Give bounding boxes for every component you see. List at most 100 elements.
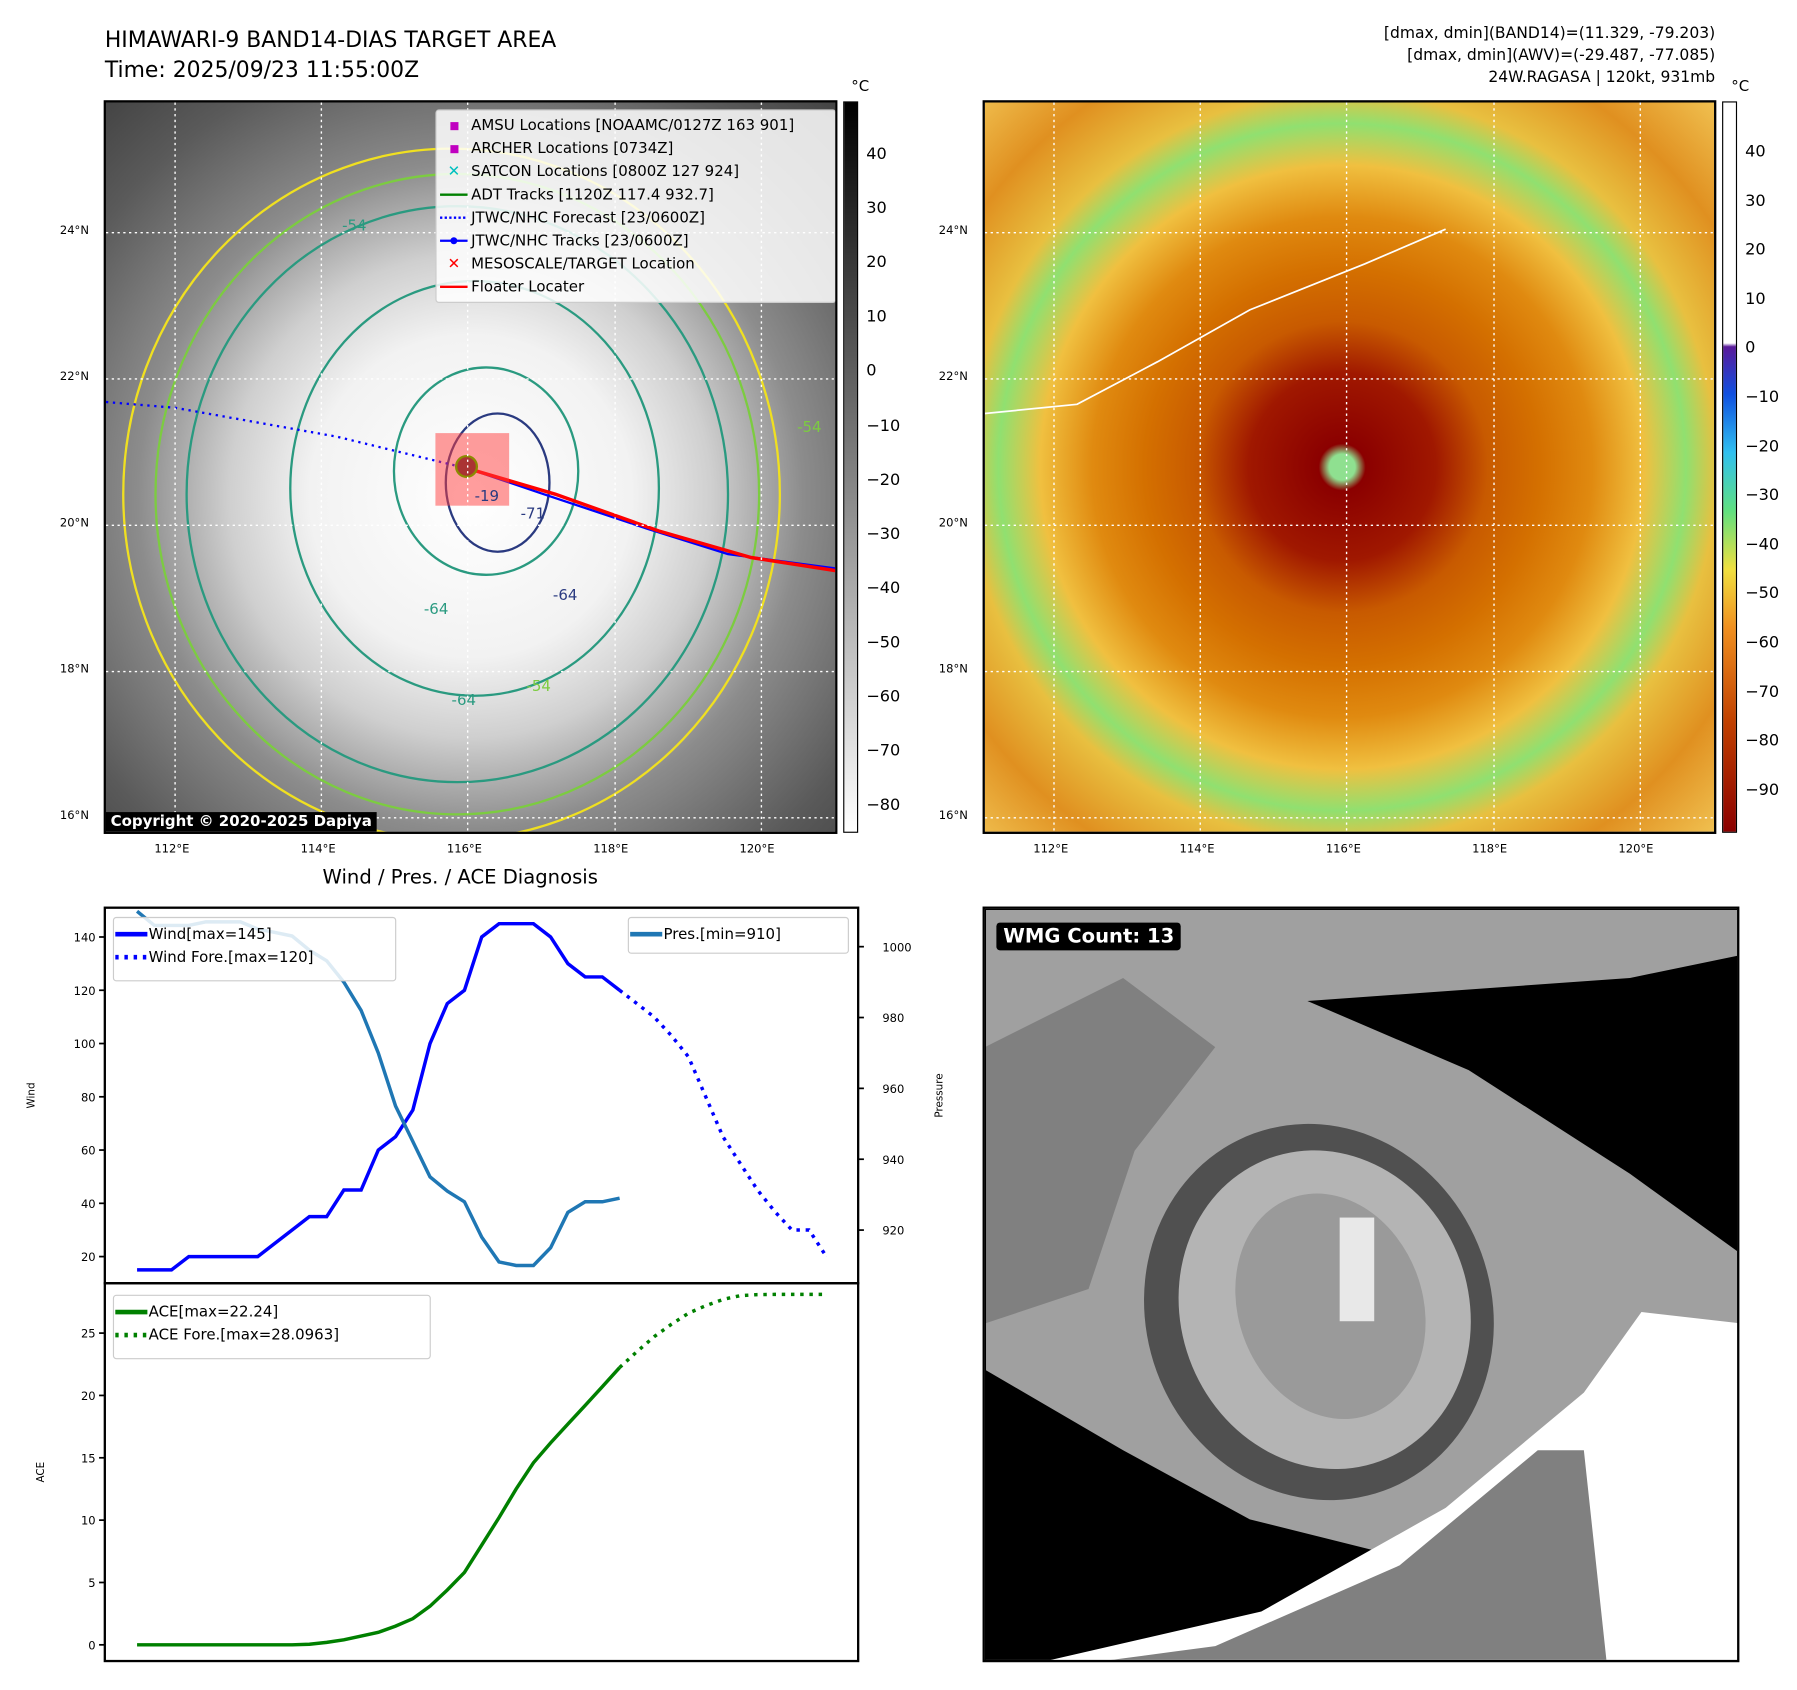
legend-wind-forecast: Wind Fore.[max=120] — [148, 948, 314, 966]
x-marker-icon: ✕ — [447, 255, 461, 273]
colorbar-tick: −60 — [866, 687, 901, 707]
y-tick-label: 15 — [81, 1451, 96, 1465]
legend-label: MESOSCALE/TARGET Location — [471, 255, 695, 273]
colorbar-tick: −40 — [866, 579, 901, 598]
y-tick-label: 10 — [81, 1514, 96, 1528]
storm-info: [dmax, dmin](BAND14)=(11.329, -79.203) [… — [1384, 23, 1715, 89]
contour-label: -54 — [526, 678, 551, 696]
legend-label: ARCHER Locations [0734Z] — [471, 139, 674, 158]
chart-axes — [103, 1282, 860, 1663]
legend-item: ✕ MESOSCALE/TARGET Location — [437, 252, 836, 275]
forecast-track — [105, 400, 470, 470]
colorbar-band14 — [843, 101, 859, 833]
wmg-count-badge: WMG Count: 13 — [996, 922, 1182, 951]
colorbar-tick: 0 — [866, 362, 877, 381]
lat-tick: 20°N — [938, 517, 968, 530]
lon-tick: 120°E — [739, 843, 775, 856]
copyright-label: Copyright © 2020-2025 Dapiya — [105, 812, 377, 832]
lat-tick: 22°N — [59, 370, 89, 384]
y-tick-label: 120 — [74, 984, 96, 998]
y-axis-label: ACE — [35, 1462, 47, 1483]
info-awv: [dmax, dmin](AWV)=(-29.487, -77.085) — [1407, 46, 1716, 65]
y-right-tick-label: 940 — [882, 1153, 904, 1167]
square-marker-icon — [437, 144, 472, 153]
info-band14: [dmax, dmin](BAND14)=(11.329, -79.203) — [1383, 24, 1716, 43]
colorbar-tick: −70 — [1745, 682, 1780, 702]
y-tick-label: 20 — [81, 1389, 96, 1403]
lon-tick: 112°E — [1033, 843, 1069, 856]
legend-label: JTWC/NHC Forecast [23/0600Z] — [471, 209, 705, 227]
coastline — [984, 228, 1446, 415]
colorbar-tick: 20 — [1745, 240, 1766, 260]
colorbar-tick: −80 — [866, 796, 901, 815]
lat-tick: 16°N — [59, 809, 89, 823]
lon-tick: 118°E — [593, 843, 629, 856]
lat-tick: 16°N — [938, 809, 968, 823]
solid-line-icon — [437, 285, 472, 290]
contour-label: -54 — [342, 217, 367, 235]
y-tick-label: 25 — [81, 1327, 96, 1341]
lat-tick: 24°N — [59, 224, 89, 238]
legend-item: ✕ SATCON Locations [0800Z 127 924] — [437, 160, 836, 183]
dotted-line-icon — [437, 215, 472, 220]
colorbar-tick: −50 — [1745, 584, 1780, 603]
lat-tick: 18°N — [938, 663, 968, 677]
colorbar-tick: 20 — [866, 253, 887, 273]
y-tick-label: 100 — [74, 1037, 96, 1051]
lon-tick: 120°E — [1618, 843, 1654, 856]
figure-title: HIMAWARI-9 BAND14-DIAS TARGET AREA — [104, 27, 557, 53]
y-right-tick-label: 1000 — [882, 940, 911, 954]
colorbar-tick: −20 — [1745, 437, 1780, 456]
info-storm: 24W.RAGASA | 120kt, 931mb — [1488, 67, 1716, 87]
legend-item: ARCHER Locations [0734Z] — [437, 137, 836, 160]
colorbar-tick: −20 — [866, 470, 901, 490]
colorbar-tick: 40 — [1745, 142, 1766, 162]
legend-label: JTWC/NHC Tracks [23/0600Z] — [471, 232, 689, 250]
legend-label: AMSU Locations [NOAAMC/0127Z 163 901] — [471, 116, 795, 135]
storm-center — [455, 455, 479, 479]
floater-track — [468, 467, 836, 573]
contour-label: -54 — [797, 419, 822, 437]
colorbar-unit: °C — [851, 78, 870, 96]
lat-tick: 20°N — [59, 517, 89, 530]
colorbar-tick: −80 — [1745, 731, 1780, 751]
legend-ace-forecast: ACE Fore.[max=28.0963] — [148, 1326, 340, 1344]
lon-tick: 112°E — [154, 843, 190, 856]
y-tick-label: 60 — [81, 1144, 96, 1158]
y-tick-label: 80 — [81, 1090, 96, 1104]
line-dot-icon — [437, 236, 472, 245]
y-right-tick-label: 920 — [882, 1224, 904, 1238]
legend-label: SATCON Locations [0800Z 127 924] — [471, 162, 740, 181]
legend-item: JTWC/NHC Tracks [23/0600Z] — [437, 229, 836, 252]
lat-tick: 24°N — [938, 224, 968, 238]
legend-label: ADT Tracks [1120Z 117.4 932.7] — [471, 186, 714, 204]
colorbar-tick: −10 — [1745, 388, 1780, 407]
legend-item: AMSU Locations [NOAAMC/0127Z 163 901] — [437, 114, 836, 137]
series-line-wind-fore- — [618, 988, 828, 1258]
colorbar-tick: 30 — [1745, 191, 1766, 211]
legend-wind: Wind[max=145] — [148, 925, 272, 943]
band14-map[interactable]: -54 -64 -64 -54 -64 -71 -19 -54 AMSU Loc… — [103, 100, 838, 834]
wmg-panel[interactable]: WMG Count: 13 — [982, 906, 1740, 1663]
series-line-ace — [137, 1366, 621, 1647]
pressure-legend: Pres.[min=910] — [627, 916, 849, 954]
legend-item: ADT Tracks [1120Z 117.4 932.7] — [437, 183, 836, 206]
y-right-tick-label: 960 — [882, 1082, 904, 1096]
lat-tick: 22°N — [938, 370, 968, 384]
figure-time: Time: 2025/09/23 11:55:00Z — [104, 57, 420, 83]
colorbar-tick: 10 — [866, 307, 887, 327]
legend-item: JTWC/NHC Forecast [23/0600Z] — [437, 206, 836, 229]
lon-tick: 114°E — [300, 843, 336, 856]
legend-ace: ACE[max=22.24] — [148, 1303, 279, 1321]
y-right-axis-label: Pressure — [933, 1073, 945, 1117]
square-marker-icon — [437, 121, 472, 130]
colorbar-tick: 0 — [1745, 339, 1756, 358]
legend-label: Floater Locater — [471, 278, 585, 296]
awv-map[interactable] — [982, 100, 1717, 834]
y-tick-label: 140 — [74, 931, 96, 945]
series-line-ace-fore- — [618, 1292, 827, 1369]
colorbar-tick: −50 — [866, 633, 901, 652]
y-axis-label: Wind — [26, 1082, 38, 1108]
colorbar-awv — [1722, 101, 1738, 833]
